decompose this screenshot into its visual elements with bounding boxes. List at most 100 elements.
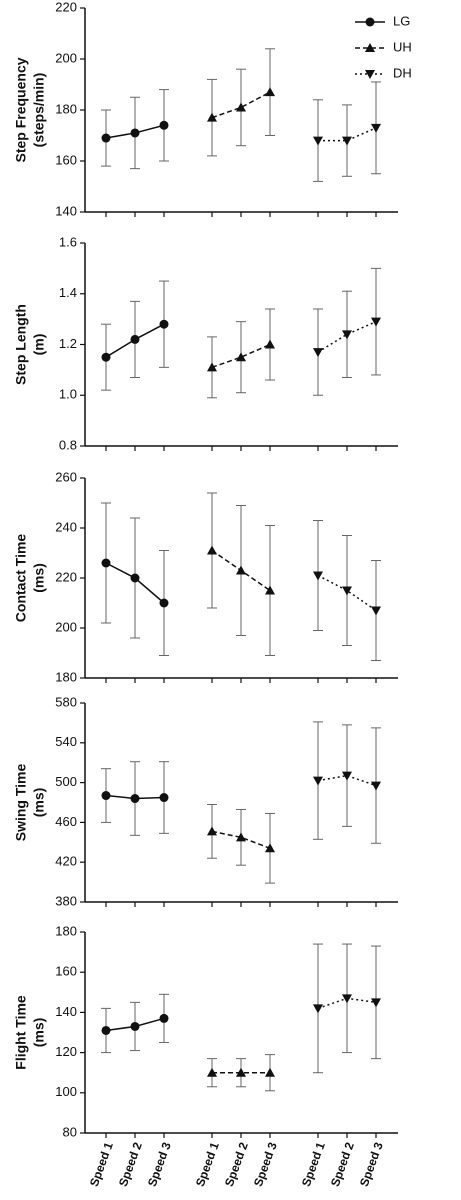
marker [371,317,381,327]
y-tick-label: 120 [55,1044,77,1059]
y-tick-label: 1.4 [59,285,77,300]
marker [265,339,275,349]
marker [236,352,246,362]
y-axis-label: (steps/min) [31,73,47,148]
y-tick-label: 180 [55,101,77,116]
marker [371,781,381,791]
y-axis-label: (ms) [31,788,47,818]
x-tick-label: Speed 3 [357,1140,386,1188]
y-axis-label: (ms) [31,1018,47,1048]
legend-marker [365,17,375,27]
marker [265,1067,275,1077]
legend-marker [365,43,375,52]
y-tick-label: 100 [55,1084,77,1099]
y-tick-label: 80 [63,1124,77,1139]
y-axis-label: Contact Time [13,534,29,623]
marker [313,1004,323,1014]
y-tick-label: 140 [55,1004,77,1019]
y-tick-label: 160 [55,152,77,167]
x-tick-label: Speed 3 [145,1140,174,1188]
x-tick-label: Speed 2 [116,1140,145,1188]
x-tick-label: Speed 1 [193,1140,222,1188]
series-line [318,127,377,142]
y-tick-label: 420 [55,854,77,869]
marker [265,585,275,595]
y-tick-label: 160 [55,964,77,979]
marker [313,776,323,786]
y-tick-label: 380 [55,893,77,908]
marker [101,352,111,362]
series-line [211,343,271,369]
marker [130,334,140,344]
series-line [317,574,377,612]
y-tick-label: 140 [55,203,77,218]
marker [371,998,381,1008]
marker [265,843,275,853]
marker [207,362,217,372]
marker [159,120,169,130]
series-line [317,320,377,353]
marker [130,573,140,583]
marker [342,586,352,596]
y-tick-label: 580 [55,694,77,709]
y-tick-label: 180 [55,669,77,684]
y-tick-label: 540 [55,734,77,749]
y-tick-label: 240 [55,519,77,534]
legend-label: LG [393,13,410,28]
marker [236,102,246,112]
y-axis-label: Step Frequency [13,57,29,162]
y-tick-label: 0.8 [59,437,77,452]
x-tick-label: Speed 2 [222,1140,251,1188]
marker [371,606,381,616]
marker [159,319,169,329]
y-tick-label: 200 [55,50,77,65]
marker [130,794,140,804]
y-axis-label: Swing Time [13,764,29,842]
y-tick-label: 500 [55,774,77,789]
marker [130,1021,140,1031]
marker [207,826,217,836]
y-tick-label: 1.0 [59,387,77,402]
y-tick-label: 200 [55,619,77,634]
marker [159,793,169,803]
legend-label: UH [393,39,412,54]
marker [342,330,352,340]
y-tick-label: 1.6 [59,234,77,249]
y-axis-label: Flight Time [13,995,29,1070]
y-tick-label: 220 [55,569,77,584]
y-tick-label: 180 [55,923,77,938]
marker [236,832,246,842]
y-tick-label: 220 [55,0,77,14]
x-tick-label: Speed 1 [299,1140,328,1188]
marker [101,1025,111,1035]
marker [313,136,323,146]
marker [207,112,217,122]
y-tick-label: 460 [55,814,77,829]
marker [371,123,381,133]
y-axis-label: (ms) [31,563,47,593]
marker [101,133,111,143]
legend-label: DH [393,65,412,80]
marker [101,558,111,568]
marker [130,128,140,138]
marker [159,598,169,608]
legend-marker [365,70,375,79]
marker [342,994,352,1004]
x-tick-label: Speed 3 [251,1140,280,1188]
x-tick-label: Speed 2 [328,1140,357,1188]
y-axis-label: (m) [31,334,47,356]
marker [313,571,323,581]
series-line [211,91,271,119]
marker [342,136,352,146]
marker [313,348,323,358]
marker [265,87,275,97]
y-tick-label: 1.2 [59,336,77,351]
y-axis-label: Step Length [13,304,29,385]
series-line [211,830,271,849]
y-tick-label: 260 [55,469,77,484]
marker [207,1067,217,1077]
marker [342,771,352,781]
marker [101,791,111,801]
marker [159,1013,169,1023]
